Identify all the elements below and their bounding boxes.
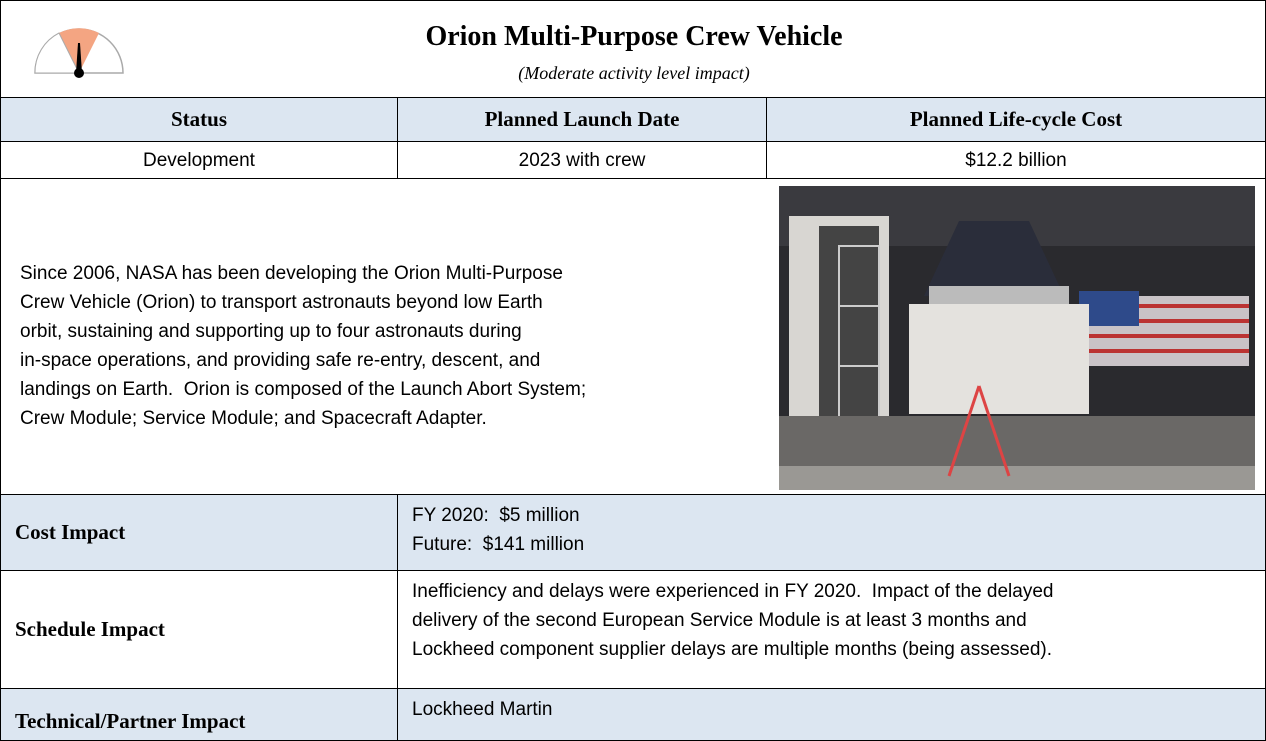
column-header: Status (0, 97, 398, 142)
impact-line: Lockheed component supplier delays are m… (412, 635, 1265, 664)
photo (779, 186, 1255, 490)
impact-line: FY 2020: $5 million (412, 501, 1265, 530)
description-line: orbit, sustaining and supporting up to f… (20, 317, 586, 346)
description-line: Crew Module; Service Module; and Spacecr… (20, 404, 586, 433)
subtitle: (Moderate activity level impact) (1, 63, 1266, 84)
description-line: landings on Earth. Orion is composed of … (20, 375, 586, 404)
impact-label: Schedule Impact (0, 570, 398, 689)
impact-label: Technical/Partner Impact (0, 688, 398, 741)
description-line: Since 2006, NASA has been developing the… (20, 259, 586, 288)
launch-value: 2023 with crew (397, 141, 767, 179)
description-row: Since 2006, NASA has been developing the… (0, 178, 1266, 495)
impact-line: Inefficiency and delays were experienced… (412, 577, 1265, 606)
header: Orion Multi-Purpose Crew Vehicle (Modera… (0, 0, 1266, 98)
description-line: in-space operations, and providing safe … (20, 346, 586, 375)
impact-line: Future: $141 million (412, 530, 1265, 559)
impact-label: Cost Impact (0, 494, 398, 571)
cost-value: $12.2 billion (766, 141, 1266, 179)
impact-line: delivery of the second European Service … (412, 606, 1265, 635)
status-value: Development (0, 141, 398, 179)
description: Since 2006, NASA has been developing the… (20, 259, 586, 433)
column-header: Planned Launch Date (397, 97, 767, 142)
fact-sheet: Orion Multi-Purpose Crew Vehicle (Modera… (0, 0, 1266, 740)
title: Orion Multi-Purpose Crew Vehicle (1, 21, 1266, 53)
description-line: Crew Vehicle (Orion) to transport astron… (20, 288, 586, 317)
impact-line: Lockheed Martin (412, 695, 1265, 724)
impact-value: Lockheed Martin (397, 688, 1266, 741)
column-header: Planned Life-cycle Cost (766, 97, 1266, 142)
impact-value: Inefficiency and delays were experienced… (397, 570, 1266, 689)
